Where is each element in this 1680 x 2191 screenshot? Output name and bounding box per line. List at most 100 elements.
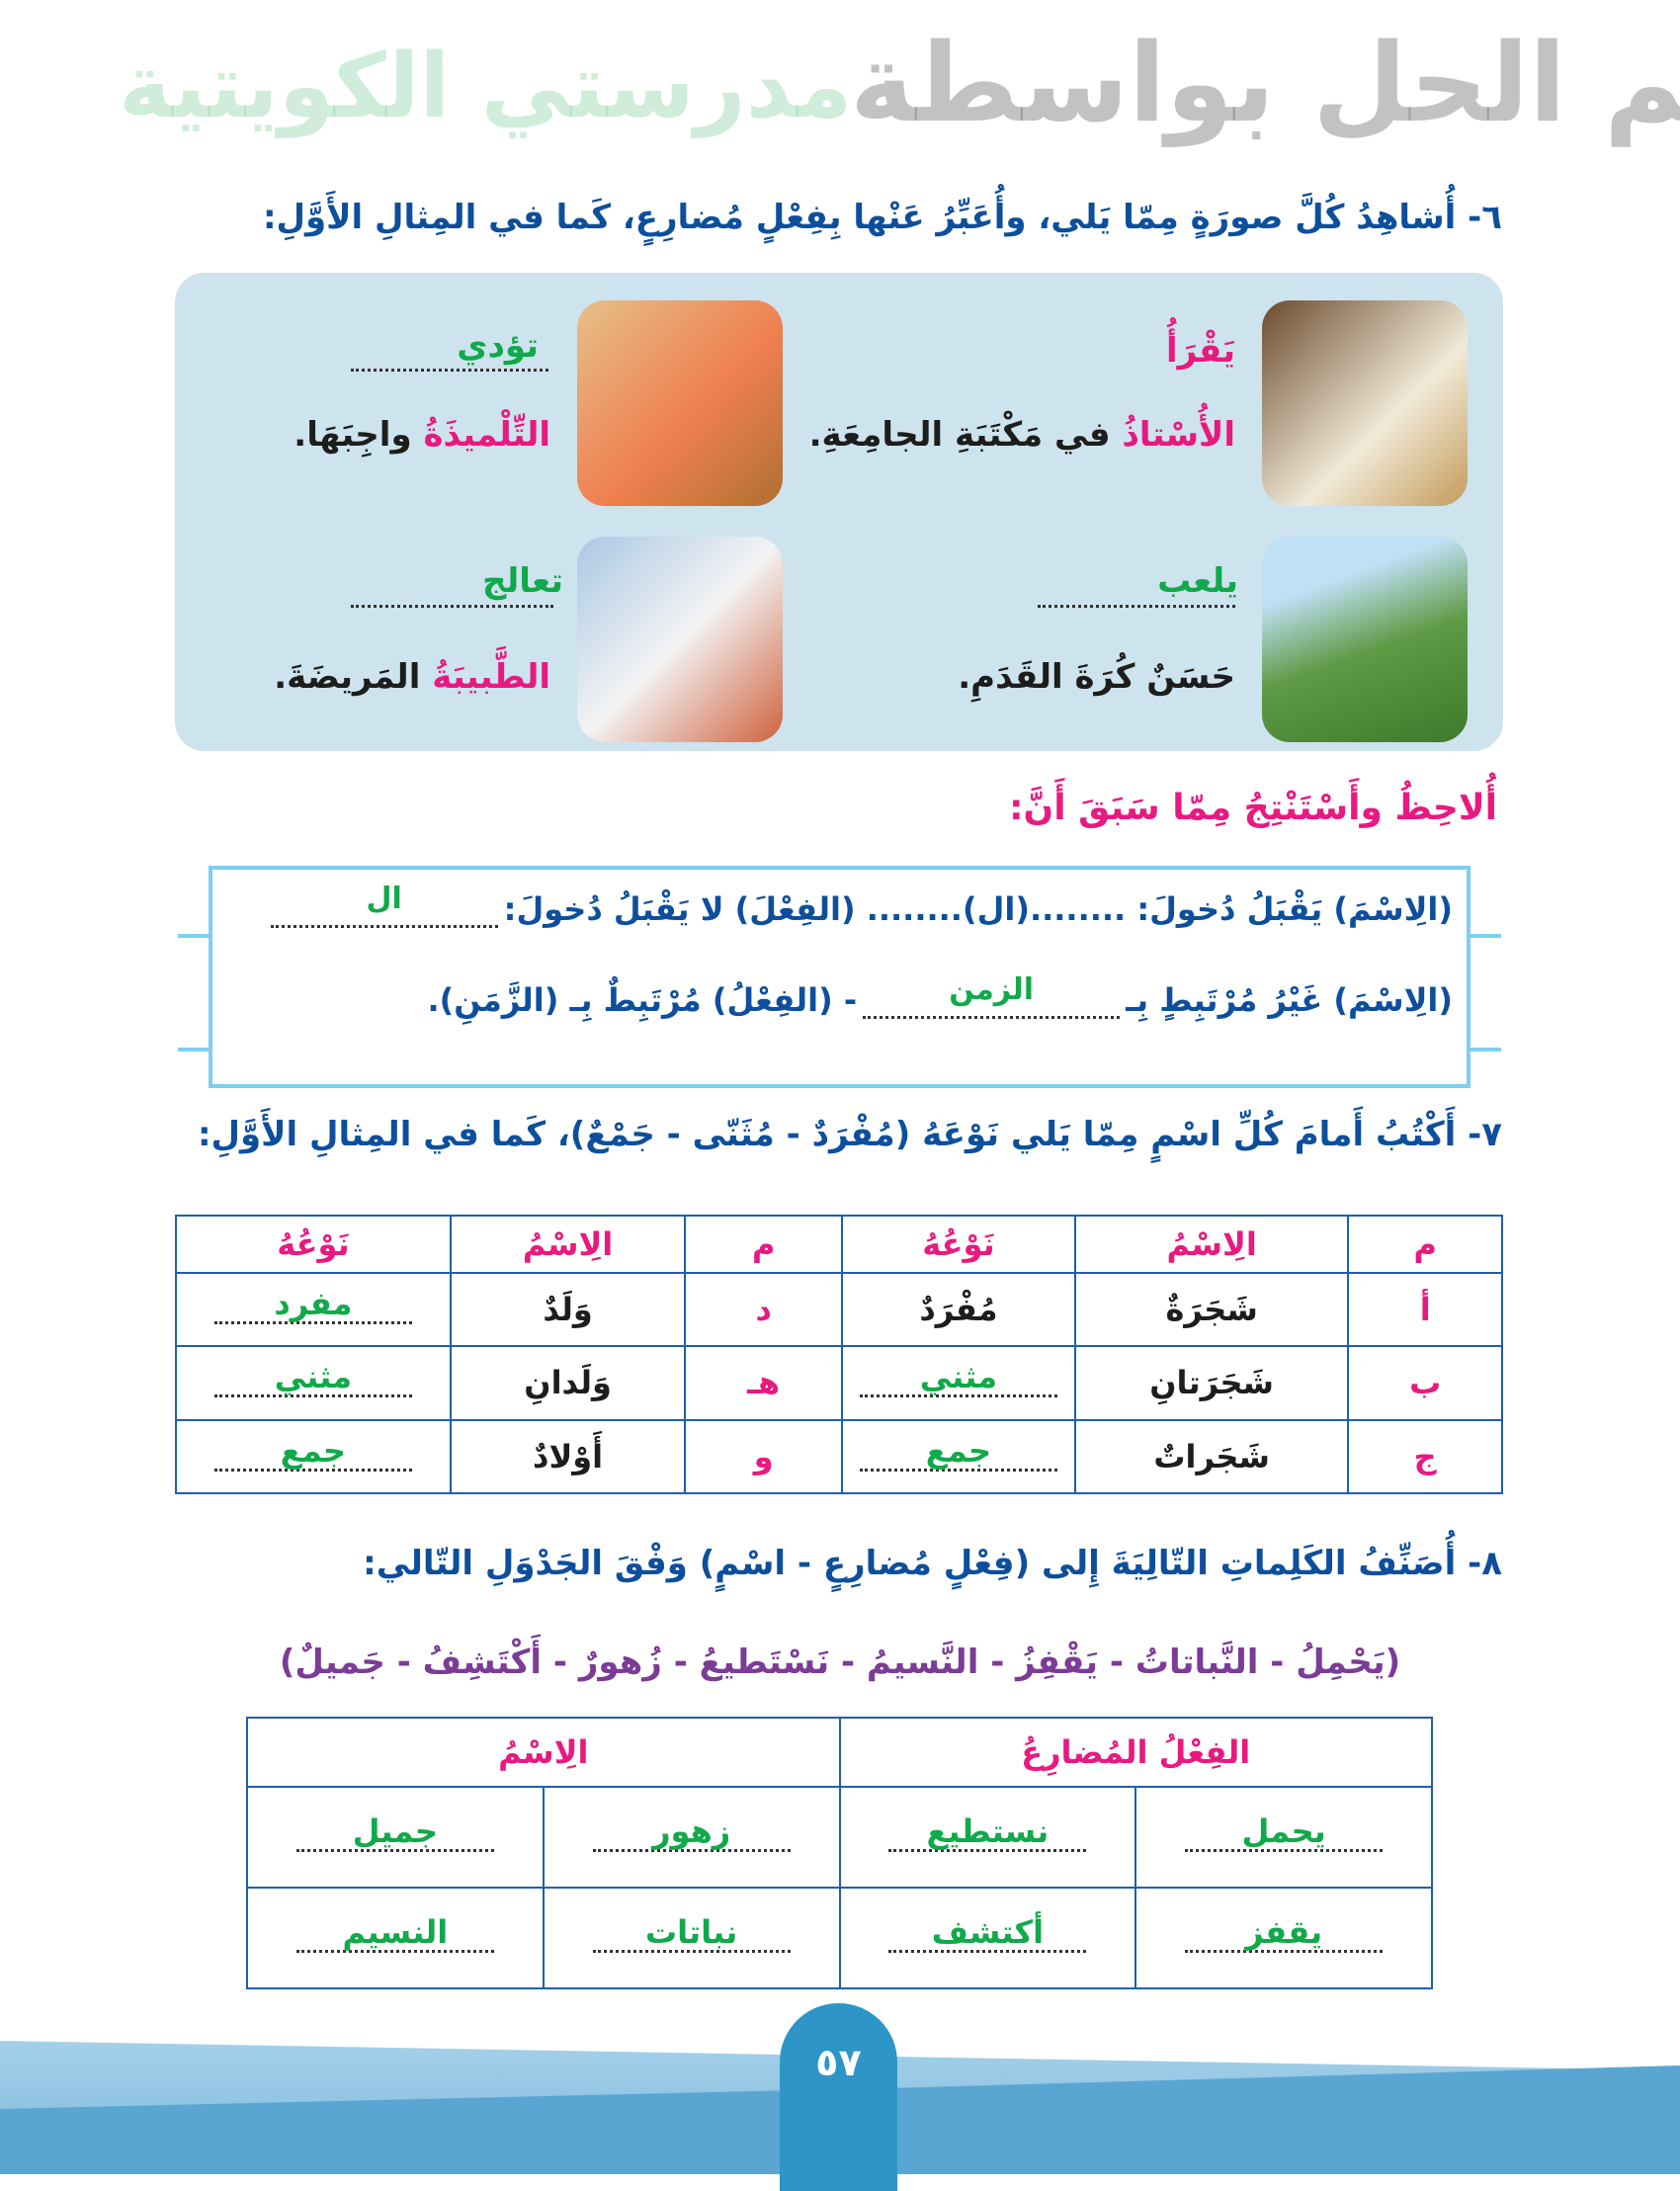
sentence-4: الطَّبيبَةُ المَريضَةَ. — [274, 657, 550, 697]
man-reading-image — [1262, 300, 1468, 506]
answer: أكتشف — [931, 1913, 1045, 1951]
rule-text: (الِاسْمَ) يَقْبَلُ دُخولَ: ........(ال)… — [503, 890, 1453, 928]
row-letter: هـ — [684, 1345, 843, 1421]
sentence-2: التِّلْميذَةُ واجِبَهَا. — [294, 415, 550, 455]
type-answer: مثني — [919, 1358, 998, 1396]
table-row: ب شَجَرَتانِ مثني هـ وَلَدانِ مثني — [175, 1345, 1503, 1421]
frame-notch — [1467, 934, 1501, 938]
classification-table: الفِعْلُ المُضارِعُ الِاسْمُ يحمل نستطيع… — [246, 1717, 1433, 1989]
type-answer-cell[interactable]: مثني — [840, 1345, 1076, 1421]
header-type: نَوْعُهُ — [175, 1215, 452, 1274]
rule-line-2: (الِاسْمَ) غَيْرُ مُرْتَبِطٍ بِـ الزمن -… — [227, 969, 1453, 1019]
type-answer: مثني — [274, 1358, 353, 1396]
answer: نستطيع — [926, 1812, 1050, 1850]
table-row: ج شَجَراتٌ جمع و أَوْلادٌ جمع — [175, 1418, 1503, 1495]
noun: شَجَرَتانِ — [1073, 1345, 1350, 1421]
rule-line-1: (الِاسْمَ) يَقْبَلُ دُخولَ: ........(ال)… — [227, 878, 1453, 928]
word-list: (يَحْمِلُ - النَّباتاتُ - يَقْفِزُ - الن… — [279, 1643, 1401, 1682]
question-7-title: ٧- أَكْتُبُ أَمامَ كُلِّ اسْمٍ مِمّا يَل… — [197, 1115, 1502, 1154]
answer-line — [351, 369, 548, 372]
watermark-text-2: مدرستي الكويتية — [119, 35, 853, 138]
answer-cell[interactable]: نباتات — [542, 1887, 841, 1989]
answer-line — [351, 605, 553, 608]
girl-writing-image — [577, 300, 783, 506]
header-name: الِاسْمُ — [449, 1215, 687, 1274]
answer-2[interactable]: تؤدي — [457, 326, 539, 366]
header-type: نَوْعُهُ — [840, 1215, 1076, 1274]
noun: شَجَراتٌ — [1073, 1418, 1350, 1495]
answer-3[interactable]: يلعب — [1157, 561, 1238, 601]
answer: يحمل — [1241, 1812, 1326, 1850]
page-number: ٥٧ — [780, 2003, 897, 2191]
row-letter: ب — [1347, 1345, 1503, 1421]
answer-cell[interactable]: جميل — [246, 1786, 545, 1889]
rest: المَريضَةَ. — [274, 657, 433, 697]
table-row: أ شَجَرَةٌ مُفْرَدٌ د وَلَدٌ مفرد — [175, 1271, 1503, 1348]
answer: نباتات — [644, 1913, 738, 1951]
answer: يقفز — [1245, 1913, 1323, 1951]
header-noun: الِاسْمُ — [246, 1717, 841, 1788]
noun-type: مُفْرَدٌ — [840, 1271, 1076, 1348]
row-letter: ج — [1347, 1418, 1503, 1495]
table-row: يحمل نستطيع زهور جميل — [246, 1786, 1433, 1889]
table-header-row: الفِعْلُ المُضارِعُ الِاسْمُ — [246, 1717, 1433, 1788]
rest: واجِبَهَا. — [294, 415, 424, 455]
question-8-title: ٨- أُصَنِّفُ الكَلِماتِ التّالِيَةَ إِلى… — [363, 1544, 1502, 1583]
answer-cell[interactable]: نستطيع — [838, 1786, 1137, 1889]
rule-line-2a: (الِاسْمَ) غَيْرُ مُرْتَبِطٍ بِـ — [1126, 981, 1453, 1019]
header-name: الِاسْمُ — [1073, 1215, 1350, 1274]
watermark-text: تم الحل بواسطة — [850, 20, 1680, 146]
noun: وَلَدٌ — [449, 1271, 687, 1348]
rule-answer-2: الزمن — [949, 972, 1035, 1007]
subject: الطَّبيبَةُ — [432, 657, 550, 697]
type-answer-cell[interactable]: مفرد — [175, 1271, 452, 1348]
doctor-patient-image — [577, 537, 783, 742]
subject: الأُسْتاذُ — [1122, 415, 1235, 455]
answer-cell[interactable]: يحمل — [1134, 1786, 1433, 1889]
note-title: أُلاحِظُ وأَسْتَنْتِجُ مِمّا سَبَقَ أَنَ… — [1009, 788, 1497, 828]
answer: جميل — [352, 1812, 438, 1850]
type-answer: جمع — [925, 1431, 992, 1470]
answer-line — [1038, 605, 1235, 608]
answer-cell[interactable]: زهور — [542, 1786, 841, 1889]
subject: التِّلْميذَةُ — [423, 415, 550, 455]
rule-answer-1: ال — [366, 882, 402, 916]
row-letter: و — [684, 1418, 843, 1495]
type-answer: جمع — [280, 1431, 347, 1470]
type-answer-cell[interactable]: مثني — [175, 1345, 452, 1421]
question-6-title: ٦- أُشاهِدُ كُلَّ صورَةٍ مِمّا يَلي، وأُ… — [262, 198, 1502, 237]
answer-1: يَقْرَأُ — [1165, 331, 1235, 371]
subject: حَسَنٌ — [1146, 657, 1235, 697]
answer-cell[interactable]: النسيم — [246, 1887, 545, 1989]
rule-answer-2-blank[interactable]: الزمن — [863, 969, 1121, 1019]
rule-frame — [209, 866, 1470, 1088]
rule-answer-1-blank[interactable]: ال — [270, 878, 498, 928]
noun-type-table: م الِاسْمُ نَوْعُهُ م الِاسْمُ نَوْعُهُ … — [175, 1215, 1503, 1495]
answer: النسيم — [342, 1913, 449, 1951]
rest: كُرَةَ القَدَمِ. — [958, 657, 1147, 697]
header-verb: الفِعْلُ المُضارِعُ — [838, 1717, 1433, 1788]
table-row: يقفز أكتشف نباتات النسيم — [246, 1887, 1433, 1989]
answer: زهور — [652, 1812, 731, 1850]
rest: في مَكْتَبَةِ الجامِعَةِ. — [808, 415, 1123, 455]
boy-football-image — [1262, 537, 1468, 742]
frame-notch — [178, 1048, 212, 1052]
answer-cell[interactable]: أكتشف — [838, 1887, 1137, 1989]
row-letter: أ — [1347, 1271, 1503, 1348]
type-answer-cell[interactable]: جمع — [840, 1418, 1076, 1495]
rule-line-2b: - (الفِعْلُ) مُرْتَبِطٌ بِـ (الزَّمَنِ). — [427, 981, 858, 1019]
type-answer-cell[interactable]: جمع — [175, 1418, 452, 1495]
header-m: م — [1347, 1215, 1503, 1274]
noun: شَجَرَةٌ — [1073, 1271, 1350, 1348]
row-letter: د — [684, 1271, 843, 1348]
noun: وَلَدانِ — [449, 1345, 687, 1421]
noun: أَوْلادٌ — [449, 1418, 687, 1495]
answer-cell[interactable]: يقفز — [1134, 1887, 1433, 1989]
frame-notch — [178, 934, 212, 938]
sentence-1: الأُسْتاذُ في مَكْتَبَةِ الجامِعَةِ. — [809, 415, 1235, 455]
sentence-3: حَسَنٌ كُرَةَ القَدَمِ. — [958, 657, 1235, 697]
answer-4[interactable]: تعالج — [482, 561, 563, 601]
type-answer: مفرد — [274, 1285, 353, 1323]
frame-notch — [1467, 1048, 1501, 1052]
header-m: م — [684, 1215, 843, 1274]
